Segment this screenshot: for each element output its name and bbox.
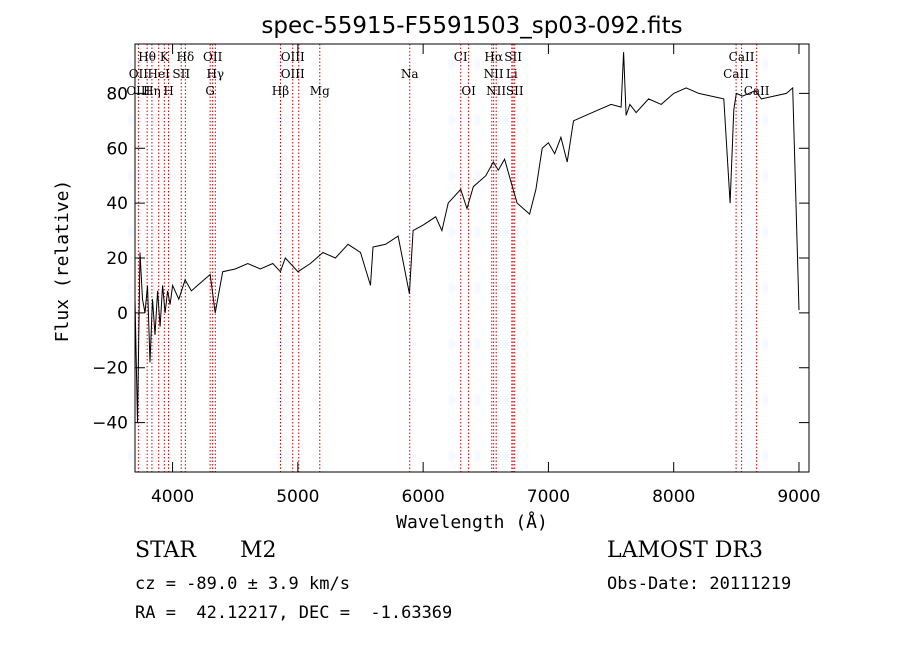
spectral-line-label: Li xyxy=(506,67,518,81)
y-tick-label: −40 xyxy=(92,414,128,434)
spectral-line-label: Hα xyxy=(484,50,503,64)
y-tick-label: 80 xyxy=(106,84,128,104)
spectral-line-label: OI xyxy=(461,84,476,98)
object-class: STAR xyxy=(135,538,196,563)
spectral-line-label: HeI xyxy=(148,67,171,81)
object-subclass: M2 xyxy=(240,538,277,563)
y-tick-label: 0 xyxy=(117,304,128,324)
spectral-line-label: H xyxy=(163,84,173,98)
coordinates-text: RA = 42.12217, DEC = -1.63369 xyxy=(135,603,453,623)
chart-title: spec-55915-F5591503_sp03-092.fits xyxy=(261,13,682,39)
spectral-line-label: SII xyxy=(506,84,524,98)
x-tick-label: 8000 xyxy=(652,487,695,507)
spectral-line-label: Hθ xyxy=(138,50,156,64)
spectral-line-label: K xyxy=(160,50,170,64)
x-tick-label: 6000 xyxy=(402,487,445,507)
spectral-line-label: Hδ xyxy=(177,50,195,64)
x-axis: 4000 5000 6000 7000 8000 9000 xyxy=(151,44,821,507)
spectral-line-label: SII xyxy=(504,50,522,64)
spectral-line-label: OIII xyxy=(281,67,305,81)
y-tick-label: 60 xyxy=(106,139,128,159)
plot-frame xyxy=(134,43,810,473)
survey-label: LAMOST DR3 xyxy=(607,538,763,563)
spectral-line-label: CaII xyxy=(723,67,749,81)
y-axis-label: Flux (relative) xyxy=(52,180,73,343)
y-tick-label: 20 xyxy=(106,249,128,269)
y-axis: −40 −20 0 20 40 60 80 xyxy=(92,84,809,434)
spectral-line-label: NII xyxy=(486,84,506,98)
spectral-line-label: OIII xyxy=(126,84,150,98)
spectral-line-label: OII xyxy=(129,67,149,81)
spectral-line-label: CI xyxy=(454,50,468,64)
spectral-line-label: Hη xyxy=(143,84,161,98)
spectrum-line xyxy=(134,52,800,423)
spectral-line-label: Na xyxy=(401,67,419,81)
x-axis-label: Wavelength (Å) xyxy=(396,511,548,533)
spectral-line-markers xyxy=(137,44,758,472)
y-tick-label: −20 xyxy=(92,359,128,379)
spectral-line-label: CaII xyxy=(729,50,755,64)
obs-date: Obs-Date: 20111219 xyxy=(607,574,792,594)
y-tick-label: 40 xyxy=(106,194,128,214)
spectral-line-label: OII xyxy=(203,50,223,64)
spectral-line-label: SII xyxy=(172,67,190,81)
spectral-line-label: Mg xyxy=(310,84,330,98)
spectral-line-label: G xyxy=(205,84,215,98)
x-tick-label: 7000 xyxy=(527,487,570,507)
x-tick-label: 4000 xyxy=(151,487,194,507)
spectral-line-label: CaII xyxy=(744,84,770,98)
x-tick-label: 9000 xyxy=(777,487,820,507)
spectral-line-label: NII xyxy=(484,67,504,81)
spectrum-series xyxy=(134,52,800,423)
spectral-line-label: OIII xyxy=(281,50,305,64)
spectral-line-label: Hβ xyxy=(272,84,289,98)
spectral-line-label: Hγ xyxy=(206,67,224,81)
x-tick-label: 5000 xyxy=(276,487,319,507)
redshift-text: cz = -89.0 ± 3.9 km/s xyxy=(135,574,350,594)
